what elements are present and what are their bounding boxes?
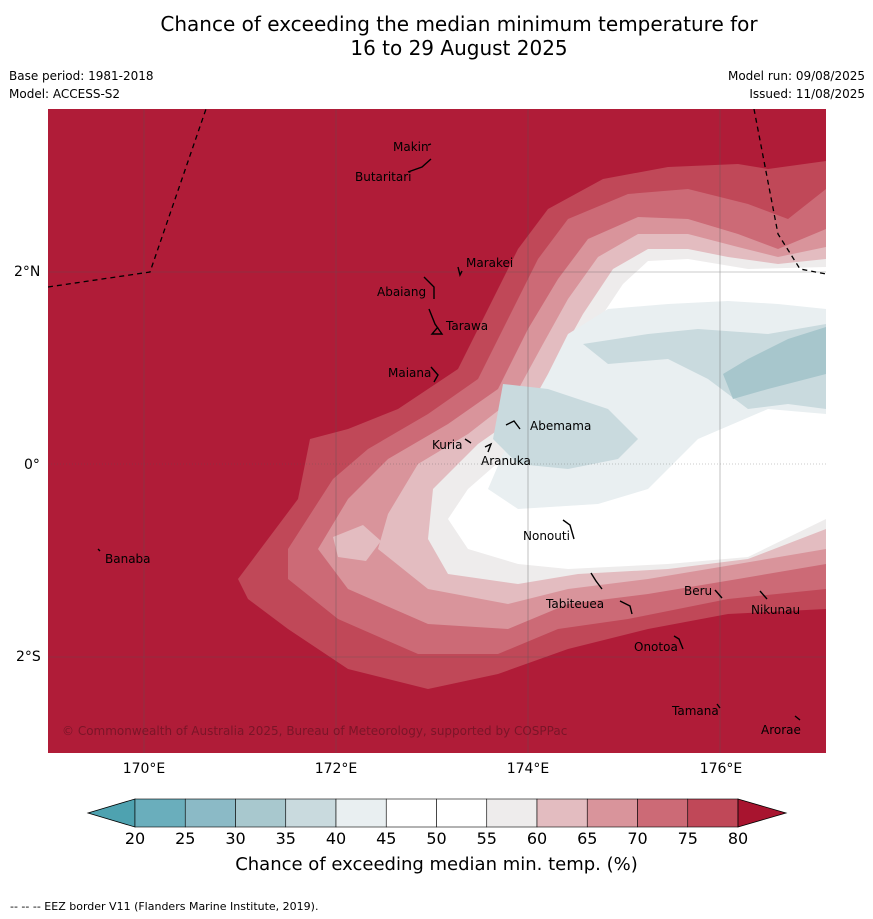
colorbar-tick-label: 25 — [175, 829, 196, 848]
colorbar-bin — [637, 798, 689, 828]
model-run: Model run: 09/08/2025 — [727, 69, 865, 83]
island-label-kuria: Kuria — [432, 438, 463, 452]
band-30 — [723, 327, 826, 399]
island-label-arorae: Arorae — [761, 723, 801, 737]
colorbar-bin — [385, 798, 437, 828]
island-label-tabiteuea: Tabiteuea — [546, 597, 605, 611]
colorbar-label: Chance of exceeding median min. temp. (%… — [235, 854, 638, 875]
eez-border — [48, 109, 826, 288]
eez-footnote: -- -- -- EEZ border V11 (Flanders Marine… — [10, 900, 319, 913]
lat-label-0: 0° — [24, 457, 40, 473]
colorbar-tick-label: 45 — [376, 829, 397, 848]
colorbar-tick-label: 50 — [426, 829, 447, 848]
lon-label-170: 170°E — [122, 761, 166, 777]
band-35-center — [493, 384, 638, 469]
colorbar-bin — [335, 798, 387, 828]
island-coastlines — [97, 143, 801, 721]
colorbar-tick-label: 30 — [225, 829, 246, 848]
island-label-makin: Makin — [393, 140, 429, 154]
colorbar-bin — [134, 798, 186, 828]
colorbar-tick-label: 80 — [727, 829, 749, 848]
island-label-onotoa: Onotoa — [634, 640, 678, 654]
graticule — [48, 109, 826, 753]
colorbar-tick-label: 60 — [526, 829, 548, 848]
island-label-aranuka: Aranuka — [481, 454, 531, 468]
lon-label-172: 172°E — [314, 761, 358, 777]
island-label-abaiang: Abaiang — [377, 285, 427, 299]
lon-label-176: 176°E — [699, 761, 743, 777]
lat-label-2s: 2°S — [16, 649, 41, 665]
model-name: Model: ACCESS-S2 — [9, 87, 121, 101]
colorbar-extend-high — [737, 798, 788, 828]
island-label-marakei: Marakei — [466, 256, 514, 270]
colorbar-extend-low — [86, 798, 136, 828]
colorbar-tick-label: 75 — [677, 829, 698, 848]
island-label-beru: Beru — [684, 584, 713, 598]
colorbar-bin — [285, 798, 337, 828]
island-label-nikunau: Nikunau — [751, 603, 801, 617]
colorbar-bin — [436, 798, 488, 828]
island-label-butaritari: Butaritari — [355, 170, 412, 184]
colorbar-bin — [235, 798, 287, 828]
colorbar-bin — [586, 798, 638, 828]
title-line-1: Chance of exceeding the median minimum t… — [160, 12, 758, 36]
colorbar-bin — [536, 798, 588, 828]
colorbar-bin — [687, 798, 739, 828]
colorbar-bin — [486, 798, 538, 828]
island-label-abemama: Abemama — [530, 419, 592, 433]
chart-title: Chance of exceeding the median minimum t… — [0, 12, 873, 60]
island-label-tarawa: Tarawa — [446, 319, 489, 333]
colorbar-bin — [184, 798, 236, 828]
forecast-map — [48, 109, 826, 753]
copyright-notice: © Commonwealth of Australia 2025, Bureau… — [62, 724, 568, 738]
issued-date: Issued: 11/08/2025 — [749, 87, 865, 101]
island-label-tamana: Tamana — [672, 704, 719, 718]
island-label-maiana: Maiana — [388, 366, 432, 380]
island-label-banaba: Banaba — [105, 552, 151, 566]
colorbar-tick-label: 40 — [325, 829, 347, 848]
colorbar-tick-label: 55 — [476, 829, 497, 848]
colorbar-tick-label: 65 — [577, 829, 598, 848]
lon-label-174: 174°E — [506, 761, 550, 777]
colorbar-tick-label: 35 — [275, 829, 296, 848]
island-label-nonouti: Nonouti — [523, 529, 570, 543]
colorbar-tick-label: 70 — [627, 829, 648, 848]
lat-label-2n: 2°N — [14, 264, 41, 280]
title-line-2: 16 to 29 August 2025 — [350, 36, 568, 60]
colorbar-tick-label: 20 — [124, 829, 146, 848]
base-period: Base period: 1981-2018 — [9, 69, 154, 83]
band-60-patch — [333, 525, 381, 561]
